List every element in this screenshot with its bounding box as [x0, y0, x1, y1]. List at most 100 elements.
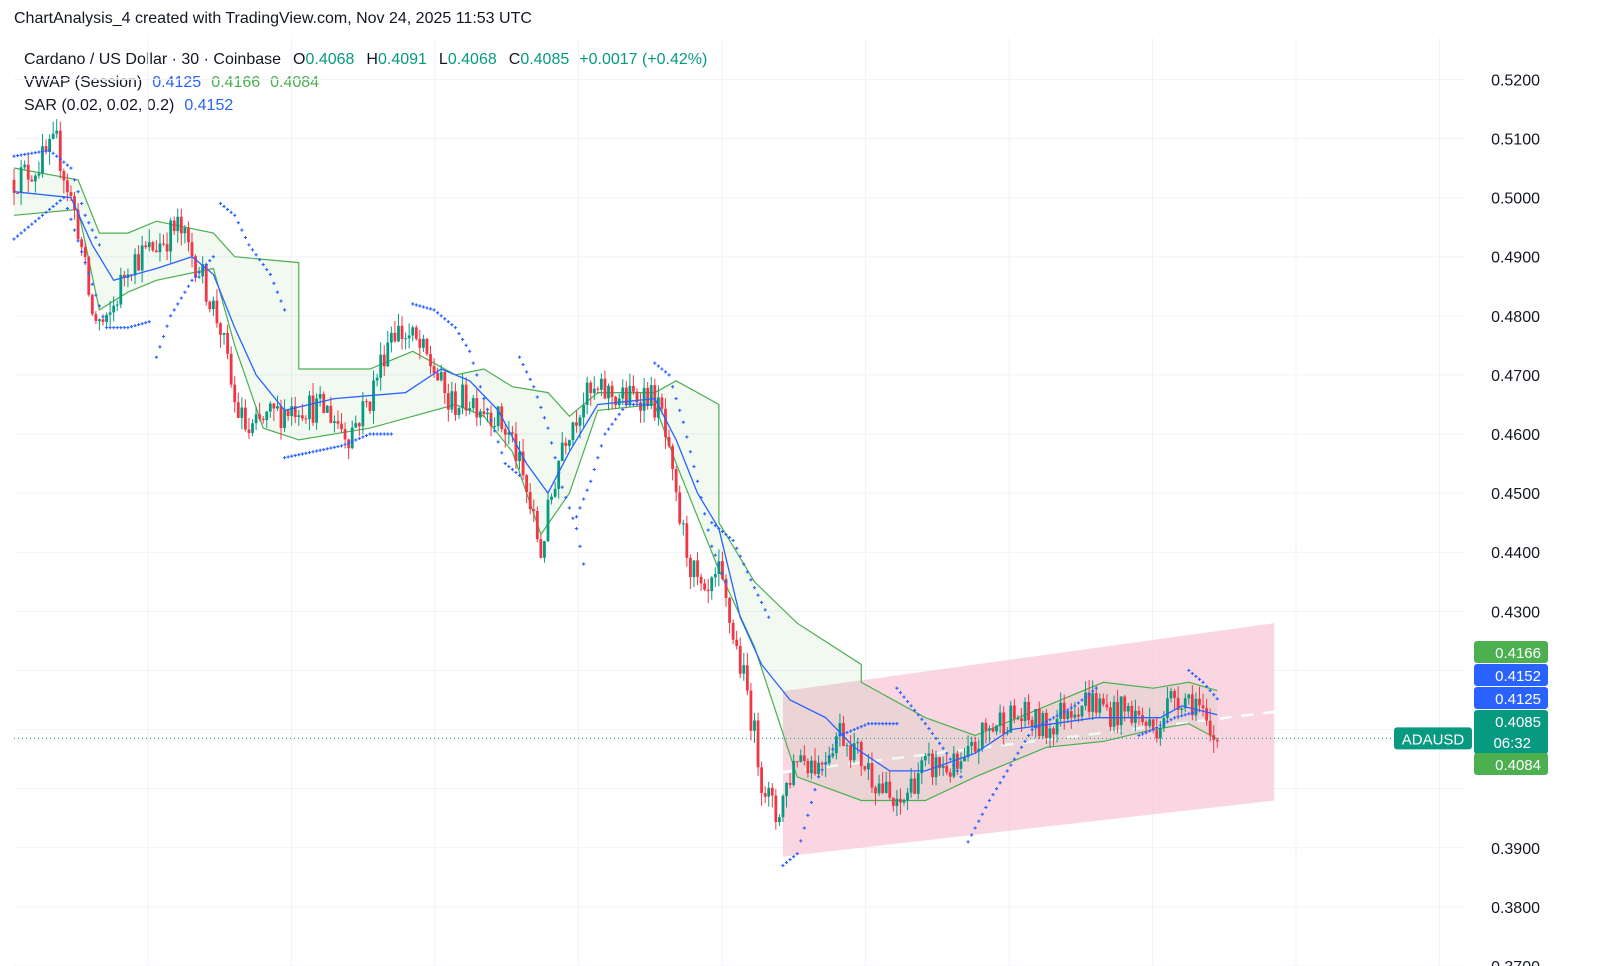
sar-dot [15, 154, 20, 158]
sar-dot [510, 467, 514, 472]
sar-dot [12, 154, 16, 158]
sar-dot [379, 432, 383, 436]
candle-body [596, 388, 600, 390]
sar-dot [574, 526, 579, 531]
sar-label[interactable]: SAR (0.02, 0.02, 0.2) [24, 97, 175, 114]
candle-body [525, 475, 529, 493]
sar-dot [386, 432, 390, 436]
sar-dot [250, 248, 255, 252]
candle-body [795, 761, 799, 763]
sar-dot [40, 149, 45, 154]
price-tick-label: 0.5200 [1491, 72, 1540, 89]
vwap-label[interactable]: VWAP (Session) [24, 74, 143, 91]
candle-body [945, 765, 949, 773]
sar-dot [147, 320, 151, 324]
sar-dot [122, 326, 126, 330]
sar-dot [193, 274, 198, 279]
sar-dot [190, 278, 194, 282]
sar-dot [1194, 710, 1198, 714]
sar-dot [339, 444, 344, 448]
candle-body [685, 523, 689, 558]
channel-fill [782, 623, 1275, 857]
sar-dot [1023, 739, 1027, 743]
candle-body [1012, 705, 1016, 719]
sar-dot [176, 302, 180, 306]
candle-body [970, 741, 974, 746]
price-tick-label: 0.5000 [1491, 191, 1540, 208]
candle-body [820, 762, 824, 765]
candle-body [429, 353, 432, 367]
sar-dot [1194, 674, 1198, 678]
candle-body [649, 385, 653, 407]
sar-dot [528, 377, 532, 381]
price-tick-label: 0.4400 [1491, 545, 1540, 562]
symbol-label[interactable]: Cardano / US Dollar · 30 · Coinbase [24, 51, 282, 68]
candle-body [211, 300, 215, 310]
candle-body [290, 406, 294, 417]
sar-dot [920, 717, 924, 721]
sar-dot [738, 554, 742, 558]
sar-dot [226, 207, 230, 212]
sar-dot [311, 450, 315, 454]
price-badge-label: 0.4125 [1495, 691, 1541, 708]
sar-dot [137, 323, 141, 327]
candle-body [414, 327, 418, 339]
sar-dot [23, 228, 27, 232]
sar-dot [101, 315, 105, 319]
candle-body [454, 391, 457, 415]
candle-body [66, 180, 69, 193]
candle-body [41, 146, 44, 174]
candle-body [632, 385, 635, 392]
price-tick-label: 0.3800 [1491, 900, 1540, 917]
sar-dot [1201, 680, 1205, 684]
candle-body [379, 354, 383, 378]
candle-body [404, 338, 407, 340]
candle-body [575, 422, 578, 426]
sar-dot [80, 201, 84, 206]
sar-dot [678, 408, 682, 412]
candle-body [877, 783, 881, 794]
candle-body [1169, 691, 1173, 699]
sar-dot [507, 464, 511, 469]
candle-body [550, 496, 553, 500]
candle-body [98, 319, 101, 321]
sar-dot [1212, 693, 1216, 697]
candle-body [318, 394, 322, 399]
candle-body [888, 781, 892, 798]
candle-body [190, 242, 194, 257]
candle-body [1009, 705, 1013, 733]
sar-dot [94, 235, 98, 240]
candle-body [927, 753, 931, 756]
sar-dot [713, 524, 717, 528]
sar-dot [500, 451, 504, 455]
sar-dot [129, 325, 134, 329]
sar-dot [514, 470, 518, 475]
sar-dot [1158, 724, 1162, 728]
sar-dot [332, 445, 336, 449]
sar-dot [560, 485, 564, 489]
sar-dot [970, 833, 974, 837]
candle-body [51, 133, 55, 139]
candle-body [681, 523, 685, 525]
candle-body [1034, 708, 1038, 728]
sar-dot [240, 228, 244, 232]
sar-dot [816, 775, 821, 779]
candle-body [713, 574, 717, 578]
candle-body [600, 378, 603, 390]
sar-dot [831, 747, 835, 751]
candle-body [1005, 732, 1009, 734]
sar-dot [863, 723, 867, 727]
candle-body [810, 760, 813, 774]
candle-body [147, 242, 151, 248]
candle-body [624, 387, 628, 405]
sar-dot [104, 326, 109, 330]
candle-body [340, 423, 343, 430]
symbol-axis-label: ADAUSD [1402, 731, 1465, 748]
candle-body [1198, 698, 1201, 706]
candle-body [1073, 714, 1077, 718]
candle-body [183, 227, 187, 234]
sar-dot [493, 429, 497, 433]
sar-dot [1048, 718, 1052, 722]
sar-dot [1208, 688, 1212, 693]
